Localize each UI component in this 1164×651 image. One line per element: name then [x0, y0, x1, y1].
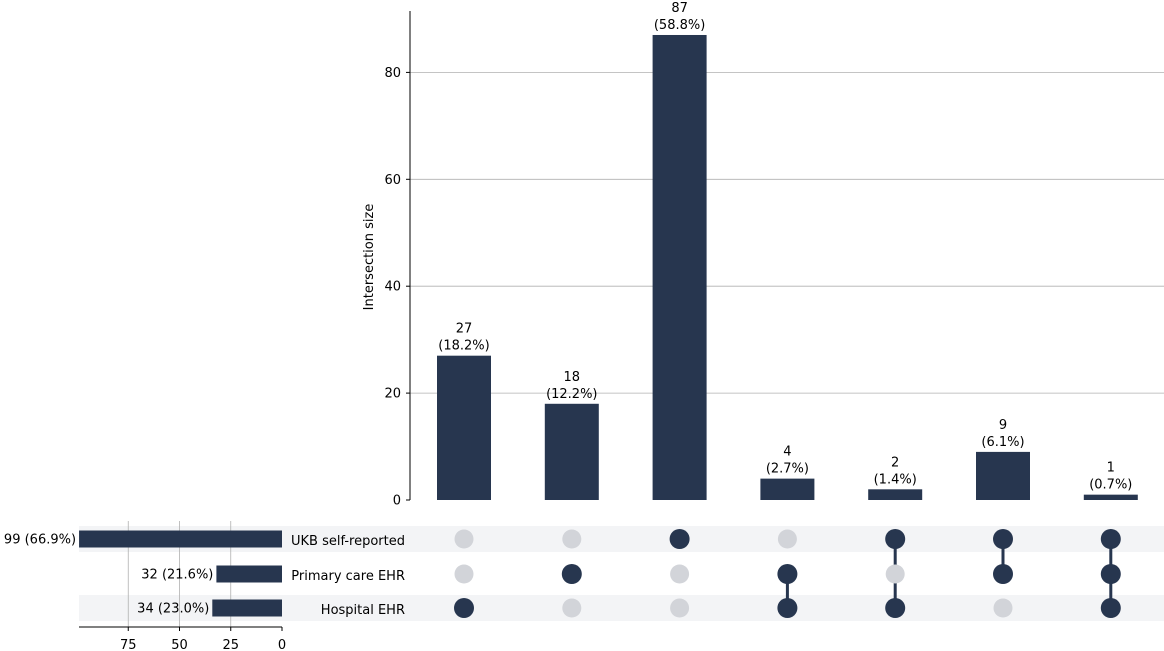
bar-value-label-2: 87 [671, 1, 688, 16]
matrix-dot-2-2 [670, 598, 690, 618]
intersection-bars: 27 (18.2%) 18 (12.2%) 87 (58.8%) 4 (2.7%) 2 (1.4%… [437, 1, 1138, 501]
y-tick-label-40: 40 [384, 280, 401, 295]
intersection-bar-6 [1083, 494, 1138, 500]
matrix-dot-6-0 [1100, 529, 1121, 549]
intersection-bar-5 [976, 451, 1030, 500]
y-tick-label-60: 60 [384, 173, 401, 188]
matrix-dot-3-2 [777, 598, 798, 618]
matrix-dot-5-1 [993, 564, 1013, 584]
intersection-bar-4 [868, 489, 923, 500]
y-axis-label: Intersection size [362, 204, 377, 311]
matrix-dot-1-0 [562, 529, 582, 549]
bar-value-label-3: 4 [783, 445, 791, 460]
bar-value-label-6: 1 [1107, 461, 1115, 476]
bar-percent-label-6: (0.7%) [1089, 478, 1132, 493]
matrix-dot-1-1 [561, 564, 582, 584]
y-tick-label-80: 80 [384, 66, 401, 81]
set-size-bars: 75 50 25 0 99 (66.9%) 32 (21.6%) 34 (23.0%) [4, 521, 286, 651]
set-name-2: Hospital EHR [321, 603, 405, 618]
intersection-bar-1 [544, 403, 599, 500]
y-tick-label-20: 20 [384, 387, 401, 402]
matrix-dot-4-0 [885, 529, 906, 549]
matrix-dot-0-2 [454, 598, 474, 618]
matrix-dot-6-2 [1100, 598, 1121, 618]
bar-value-label-4: 2 [891, 455, 899, 470]
intersection-axis: 0 20 40 60 80 [384, 11, 411, 509]
set-size-label-1: 32 (21.6%) [141, 568, 213, 583]
grid-lines [410, 72, 1164, 394]
matrix-dot-6-1 [1100, 564, 1121, 584]
set-size-label-2: 34 (23.0%) [137, 602, 209, 617]
matrix-dot-5-0 [993, 529, 1013, 549]
bar-value-label-0: 27 [456, 322, 473, 337]
set-size-bar-2 [212, 599, 282, 617]
set-tick-label-75: 75 [120, 638, 137, 651]
bar-percent-label-1: (12.2%) [546, 387, 597, 402]
set-labels: UKB self-reported Primary care EHR Hospita… [291, 534, 405, 618]
bar-percent-label-2: (58.8%) [654, 18, 705, 33]
bar-percent-label-0: (18.2%) [438, 339, 489, 354]
bar-percent-label-5: (6.1%) [981, 435, 1024, 450]
set-size-label-0: 99 (66.9%) [4, 533, 76, 548]
bar-value-label-1: 18 [564, 370, 581, 385]
y-tick-label-0: 0 [393, 494, 401, 509]
set-tick-label-25: 25 [222, 638, 239, 651]
set-tick-label-0: 0 [278, 638, 286, 651]
set-size-bar-1 [216, 565, 282, 583]
bar-value-label-5: 9 [999, 418, 1007, 433]
set-name-0: UKB self-reported [291, 534, 405, 549]
bar-percent-label-3: (2.7%) [766, 462, 809, 477]
matrix-dot-4-1 [885, 564, 905, 584]
set-name-1: Primary care EHR [291, 569, 405, 584]
set-size-bar-0 [79, 530, 282, 548]
matrix-dot-3-1 [777, 564, 798, 584]
matrix-dot-5-2 [993, 598, 1013, 618]
bar-percent-label-4: (1.4%) [874, 472, 917, 487]
set-tick-label-50: 50 [171, 638, 188, 651]
matrix-dot-2-1 [670, 564, 690, 584]
membership-matrix [454, 529, 1121, 618]
matrix-dot-1-2 [562, 598, 582, 618]
matrix-dot-3-0 [777, 529, 797, 549]
intersection-bar-3 [760, 478, 815, 500]
matrix-dot-0-1 [454, 564, 474, 584]
intersection-bar-0 [437, 355, 491, 500]
matrix-dot-2-0 [669, 529, 690, 549]
intersection-bar-2 [652, 34, 707, 501]
matrix-dot-0-0 [454, 529, 474, 549]
matrix-dot-4-2 [885, 598, 906, 618]
